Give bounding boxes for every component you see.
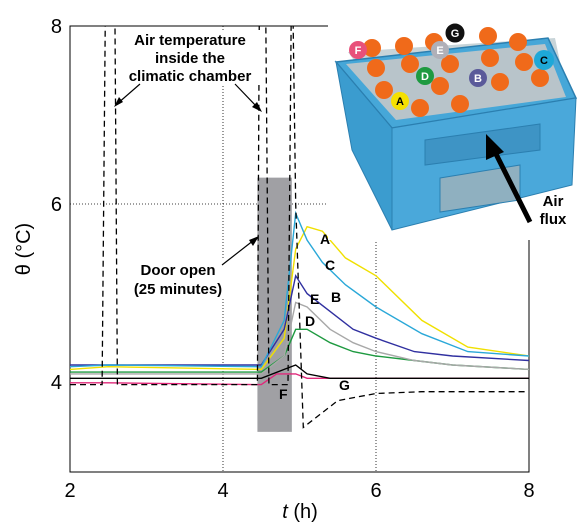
position-marker-a (391, 92, 409, 110)
position-label-e: E (436, 45, 443, 57)
door-open-label-line: (25 minutes) (134, 281, 222, 298)
x-tick-label: 2 (64, 480, 75, 502)
bottle-cap (367, 59, 385, 77)
series-label-e: E (310, 291, 319, 307)
bottle-cap (491, 73, 509, 91)
air-temp-label-line: Air temperature (134, 32, 246, 49)
air-flux-label-line: flux (540, 211, 567, 228)
crate-handle (424, 123, 541, 166)
position-label-d: D (421, 71, 429, 83)
position-marker-f (349, 41, 367, 59)
series-label-a: A (320, 231, 330, 247)
bottle-cap (363, 39, 381, 57)
series-label-b: B (331, 289, 341, 305)
bottle-cap (395, 37, 413, 55)
bottle-cap (375, 81, 393, 99)
bottle-cap (401, 55, 419, 73)
bottle-cap (441, 55, 459, 73)
position-label-c: C (540, 55, 548, 67)
series-label-g: G (339, 377, 350, 393)
crate-photo: F G E D B C A (328, 22, 578, 240)
bottle-cap (411, 99, 429, 117)
series-line-g (70, 364, 529, 379)
bottle-cap (451, 95, 469, 113)
air-temp-arrow-right (234, 83, 259, 109)
door-open-arrow (221, 239, 255, 266)
y-tick-label: 6 (51, 194, 62, 216)
air-temp-label-line: climatic chamber (129, 68, 252, 85)
bottle-cap (431, 77, 449, 95)
door-open-arrowhead (249, 236, 259, 246)
door-open-label-line: Door open (141, 262, 216, 279)
x-axis-title: t (h) (282, 501, 318, 523)
bottle-cap (479, 27, 497, 45)
air-temp-label-line: inside the (155, 50, 225, 67)
x-tick-label: 4 (217, 480, 228, 502)
bottle-cap (531, 69, 549, 87)
bottle-cap (509, 33, 527, 51)
door-open-annotation: Door open (25 minutes) (128, 236, 259, 298)
air-flux-arrowhead (486, 134, 504, 160)
position-marker-e (431, 41, 449, 59)
series-label-f: F (279, 386, 288, 402)
air-temp-arrowhead-right (252, 102, 262, 112)
series-line-c (70, 210, 529, 368)
bottle-cap (481, 49, 499, 67)
air-flux-label-line: Air (543, 193, 564, 210)
series-label-d: D (305, 313, 315, 329)
series-label-c: C (325, 257, 335, 273)
air-flux-annotation: Air flux (486, 134, 567, 228)
air-temp-arrowhead-left (114, 97, 123, 107)
position-marker-g (444, 22, 466, 44)
position-label-g: G (451, 28, 460, 40)
air-temp-annotation: Air temperature inside the climatic cham… (114, 30, 264, 112)
series-line-e (70, 301, 529, 375)
series-line-a (70, 225, 529, 371)
position-marker-d (416, 67, 434, 85)
y-tick-label: 4 (51, 372, 62, 394)
x-tick-label: 8 (523, 480, 534, 502)
air-flux-arrow (491, 148, 533, 224)
series-line-b (70, 273, 529, 366)
y-axis-title: θ (°C) (13, 223, 35, 275)
position-marker-b (469, 69, 487, 87)
position-label-f: F (355, 45, 362, 57)
bottle-cap (515, 53, 533, 71)
x-tick-label: 6 (370, 480, 381, 502)
position-label-a: A (396, 96, 404, 108)
y-tick-label: 8 (51, 16, 62, 38)
position-marker-c (534, 50, 554, 70)
position-label-b: B (474, 73, 482, 85)
